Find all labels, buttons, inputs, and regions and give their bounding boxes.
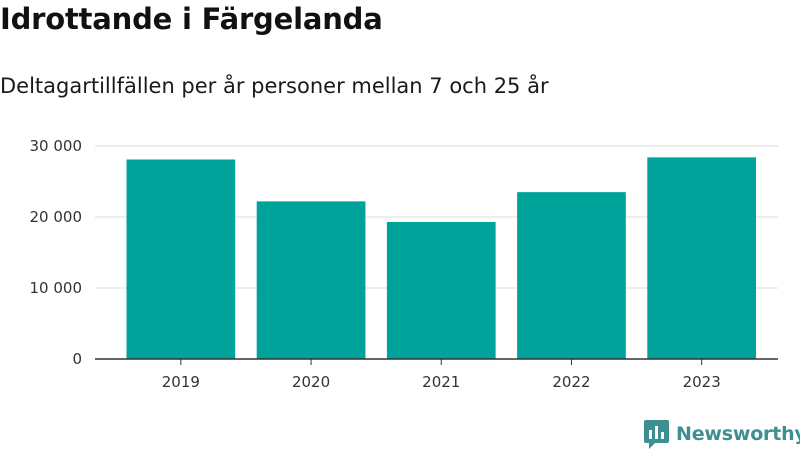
- y-tick-label: 30 000: [30, 137, 83, 155]
- x-tick-label: 2019: [162, 373, 200, 391]
- bar-2023: [647, 157, 757, 359]
- y-tick-label: 10 000: [30, 279, 83, 297]
- brand-name: Newsworthy: [676, 423, 800, 445]
- y-tick-label: 0: [72, 350, 82, 368]
- x-tick-label: 2022: [552, 373, 590, 391]
- x-tick-label: 2020: [292, 373, 330, 391]
- bar-2019: [126, 159, 236, 359]
- newsworthy-brand: Newsworthy: [644, 419, 800, 449]
- bar-2021: [386, 221, 496, 359]
- y-tick-label: 20 000: [30, 208, 83, 226]
- chart-subtitle: Deltagartillfällen per år personer mella…: [0, 74, 549, 98]
- x-tick-label: 2021: [422, 373, 460, 391]
- y-axis-ticks: 0 10 000 20 000 30 000: [30, 137, 83, 368]
- bar-2022: [517, 192, 626, 359]
- bar-2020: [256, 201, 366, 359]
- chart-title: Idrottande i Färgelanda: [0, 2, 383, 36]
- x-tick-label: 2023: [683, 373, 721, 391]
- x-axis-ticks: 2019 2020 2021 2022 2023: [162, 359, 721, 391]
- bars: [126, 157, 757, 359]
- newsworthy-logo-icon: [644, 419, 669, 449]
